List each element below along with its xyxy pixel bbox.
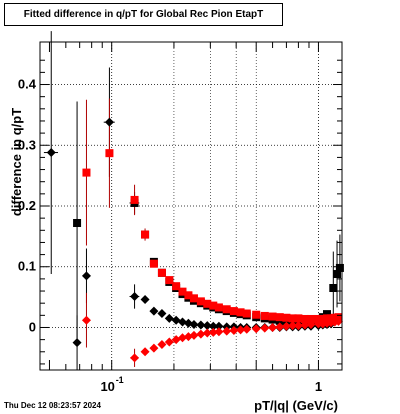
data-point-square [236, 308, 245, 317]
data-point-square [203, 299, 212, 308]
data-point-square [214, 303, 223, 312]
data-point-diamond [81, 315, 91, 325]
data-point-square [178, 287, 187, 296]
data-point-square [282, 313, 291, 322]
data-point-diamond [157, 339, 167, 349]
y-tick-label: 0 [29, 319, 36, 334]
data-point-diamond [268, 322, 278, 332]
data-point-square [268, 312, 277, 321]
data-point-diamond [281, 321, 291, 331]
data-point-diamond [104, 117, 114, 127]
data-point-diamond [189, 330, 199, 340]
data-point-diamond [208, 321, 218, 331]
data-point-diamond [177, 317, 187, 327]
timestamp: Thu Dec 12 08:23:57 2024 [4, 401, 101, 410]
data-point-diamond [300, 320, 310, 330]
x-tick-label: 1 [315, 379, 322, 394]
data-point-square [294, 314, 303, 323]
data-point-square [288, 314, 297, 323]
data-point-square [222, 305, 231, 314]
data-point-square [318, 314, 327, 323]
data-point-square [157, 268, 166, 277]
y-tick-label: 0.2 [18, 198, 36, 213]
data-point-square [323, 310, 332, 319]
data-point-diamond [189, 319, 199, 329]
data-point-diamond [242, 324, 252, 334]
data-point-diamond [196, 329, 206, 339]
tick-labels: 0 0.1 0.2 0.3 0.4 10 -1 1 [18, 77, 322, 394]
data-point-diamond [81, 271, 91, 281]
y-tick-label: 0.3 [18, 137, 36, 152]
data-point-diamond [171, 315, 181, 325]
data-point-diamond [164, 313, 174, 323]
y-tick-label: 0.4 [18, 77, 37, 92]
data-point-diamond [72, 338, 82, 348]
data-point-diamond [130, 292, 140, 302]
data-point-square [260, 311, 269, 320]
data-point-diamond [171, 335, 181, 345]
data-markers [46, 117, 344, 363]
data-point-square [335, 263, 344, 272]
data-point-square [242, 309, 251, 318]
data-point-diamond [208, 327, 218, 337]
data-point-diamond [214, 321, 224, 331]
data-point-diamond [293, 321, 303, 331]
data-point-diamond [288, 321, 298, 331]
data-point-diamond [164, 337, 174, 347]
data-point-square [314, 314, 323, 323]
data-point-square [306, 314, 315, 323]
chart-title: Fitted difference in q/pT for Global Rec… [23, 9, 264, 20]
x-axis-label: pT/|q| (GeV/c) [254, 398, 338, 413]
data-point-diamond [202, 328, 212, 338]
data-point-diamond [196, 320, 206, 330]
data-point-square [141, 230, 150, 239]
data-point-square [196, 297, 205, 306]
data-point-square [149, 259, 158, 268]
title-box: Fitted difference in q/pT for Global Rec… [4, 3, 283, 26]
data-point-square [209, 301, 218, 310]
data-point-diamond [140, 347, 150, 357]
data-point-diamond [236, 325, 246, 335]
data-point-diamond [214, 327, 224, 337]
data-point-square [105, 149, 114, 158]
data-point-diamond [229, 326, 239, 336]
data-point-square [275, 313, 284, 322]
data-point-diamond [157, 309, 167, 319]
data-point-square [329, 284, 338, 292]
x-tick-exponent: -1 [116, 375, 124, 385]
data-point-diamond [260, 323, 270, 333]
y-axis-label: difference in q/pT [9, 108, 24, 216]
data-point-diamond [149, 343, 159, 353]
data-point-diamond [46, 148, 56, 158]
data-point-diamond [251, 324, 261, 334]
data-point-square [165, 276, 174, 285]
data-point-square [82, 168, 91, 177]
axis-ticks [40, 42, 342, 370]
data-point-diamond [130, 353, 140, 363]
data-point-square [252, 310, 261, 319]
data-point-diamond [333, 316, 343, 326]
data-point-diamond [149, 306, 159, 316]
y-tick-label: 0.1 [18, 259, 36, 274]
data-point-diamond [140, 295, 150, 305]
data-point-diamond [306, 319, 316, 329]
x-tick-label: 10 [100, 379, 114, 394]
data-point-diamond [275, 322, 285, 332]
data-point-diamond [177, 333, 187, 343]
data-point-square [184, 291, 193, 300]
data-point-square [73, 219, 82, 228]
data-point-square [333, 270, 342, 279]
data-point-diamond [222, 326, 232, 336]
data-point-square [130, 195, 139, 204]
data-point-square [172, 282, 181, 291]
data-point-square [300, 314, 309, 323]
data-point-diamond [202, 321, 212, 331]
data-point-square [229, 307, 238, 316]
data-point-square [189, 294, 198, 303]
